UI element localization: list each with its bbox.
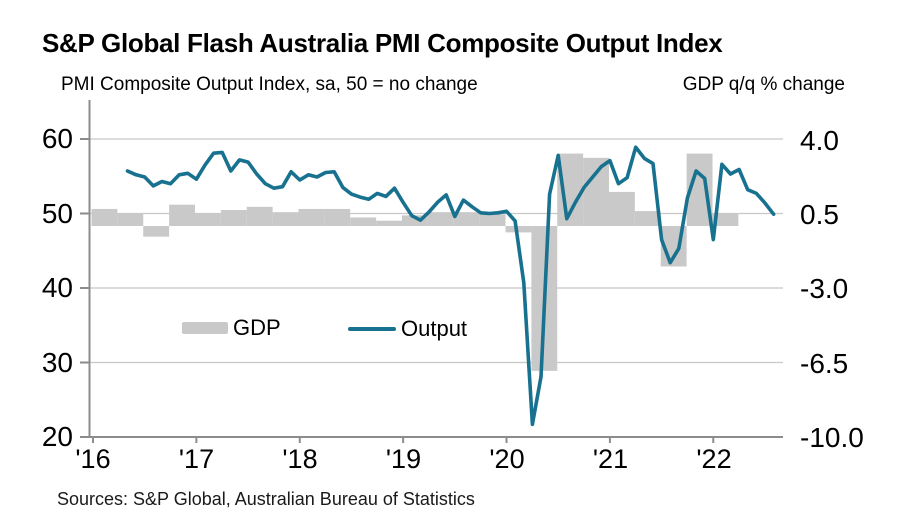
left-axis-tick-label: 40 xyxy=(41,272,73,303)
x-axis-tick-label: '18 xyxy=(282,444,318,474)
x-axis-tick-label: '20 xyxy=(489,444,525,474)
source-note: Sources: S&P Global, Australian Bureau o… xyxy=(57,489,475,509)
x-axis-tick-label: '19 xyxy=(385,444,422,474)
legend-output-label: Output xyxy=(401,316,468,341)
left-axis-tick-label: 60 xyxy=(41,123,73,154)
right-axis-title: GDP q/q % change xyxy=(682,74,845,95)
legend-gdp-label: GDP xyxy=(233,315,281,340)
left-axis-tick-label: 20 xyxy=(41,421,73,452)
legend-output-swatch xyxy=(348,327,396,331)
x-axis-tick-label: '17 xyxy=(178,444,215,474)
legend-gdp-swatch xyxy=(182,322,228,334)
right-axis-tick-label: -6.5 xyxy=(800,347,849,379)
left-axis-tick-label: 30 xyxy=(41,346,73,378)
right-axis-tick-label: -3.0 xyxy=(800,273,849,304)
page-title: S&P Global Flash Australia PMI Composite… xyxy=(42,28,723,58)
x-axis-tick-label: '22 xyxy=(696,444,732,474)
right-axis-tick-label: 0.5 xyxy=(800,198,839,230)
right-axis-tick-label: -10.0 xyxy=(800,422,864,453)
x-axis-tick-label: '16 xyxy=(75,444,111,474)
left-axis-title: PMI Composite Output Index, sa, 50 = no … xyxy=(61,74,478,95)
right-axis-tick-label: 4.0 xyxy=(800,125,839,156)
x-axis-tick-label: '21 xyxy=(592,444,629,474)
left-axis-tick-label: 50 xyxy=(41,197,73,229)
